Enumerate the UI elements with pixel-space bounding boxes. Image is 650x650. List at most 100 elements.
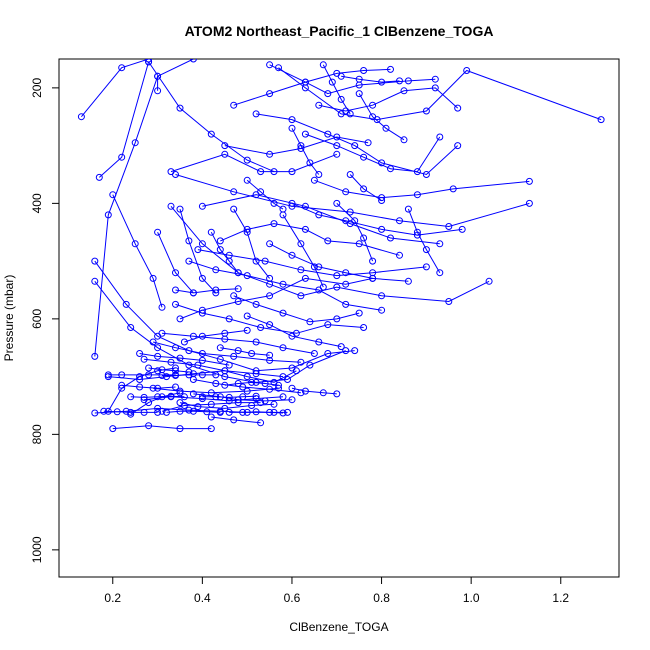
profile-line xyxy=(305,133,441,173)
data-point xyxy=(145,59,153,66)
data-point xyxy=(319,283,327,291)
data-point xyxy=(194,246,202,254)
data-point xyxy=(145,371,153,379)
profile-line xyxy=(278,67,602,121)
data-point xyxy=(131,240,139,248)
data-point xyxy=(257,324,265,331)
x-axis: 0.2 0.4 0.6 0.8 1.0 1.2 xyxy=(104,577,569,605)
data-point xyxy=(122,300,130,308)
data-point xyxy=(279,280,287,288)
profile-18 xyxy=(104,367,300,386)
profile-55 xyxy=(145,364,193,376)
profile-line xyxy=(197,249,427,277)
data-point xyxy=(355,240,363,248)
data-point xyxy=(378,225,386,233)
data-point xyxy=(270,199,278,207)
data-point xyxy=(266,292,274,300)
data-point xyxy=(127,408,135,416)
data-point xyxy=(404,77,412,85)
y-tick-label: 1000 xyxy=(30,536,44,563)
data-point xyxy=(198,356,206,364)
profile-line xyxy=(233,295,360,323)
profile-line xyxy=(121,384,176,389)
data-point xyxy=(436,133,444,141)
data-point xyxy=(167,202,175,210)
data-point xyxy=(172,286,179,294)
data-point xyxy=(198,350,206,357)
profile-line xyxy=(407,208,441,273)
data-point xyxy=(198,309,206,317)
profile-69 xyxy=(319,61,354,118)
profile-line xyxy=(220,347,270,356)
profile-line xyxy=(130,392,181,415)
profile-line xyxy=(94,76,159,357)
data-point xyxy=(279,205,287,213)
data-point xyxy=(154,367,162,375)
data-point xyxy=(288,384,296,392)
data-point xyxy=(346,110,354,118)
data-point xyxy=(91,409,99,417)
data-point xyxy=(346,208,354,216)
data-point xyxy=(154,344,162,352)
data-point xyxy=(279,373,287,381)
data-point xyxy=(198,240,206,248)
data-point xyxy=(266,356,274,364)
profile-line xyxy=(247,315,342,348)
data-point xyxy=(404,205,412,213)
data-point xyxy=(248,350,256,357)
data-point xyxy=(113,408,121,416)
data-point xyxy=(172,372,179,379)
data-point xyxy=(266,351,274,359)
profile-61 xyxy=(109,191,166,311)
profile-17 xyxy=(91,277,350,386)
profile-5 xyxy=(145,59,278,176)
data-point xyxy=(243,272,251,280)
data-point xyxy=(310,176,318,184)
profile-line xyxy=(112,425,212,430)
data-point xyxy=(207,130,215,138)
data-point xyxy=(154,228,162,236)
profile-line xyxy=(148,367,189,373)
data-point xyxy=(167,392,175,400)
data-point xyxy=(445,298,453,305)
data-point xyxy=(445,223,453,230)
profile-line xyxy=(161,332,315,354)
profile-line xyxy=(144,358,284,378)
data-point xyxy=(234,380,242,387)
data-point xyxy=(248,378,256,386)
data-point xyxy=(324,90,332,98)
data-point xyxy=(288,124,296,132)
data-point xyxy=(158,407,166,415)
data-point xyxy=(252,257,260,265)
data-point xyxy=(104,371,112,379)
data-point xyxy=(140,355,148,363)
data-point xyxy=(378,292,386,300)
data-point xyxy=(328,78,336,86)
data-point xyxy=(189,289,197,297)
data-point xyxy=(234,269,242,277)
data-point xyxy=(346,171,354,178)
data-point xyxy=(292,367,300,375)
data-point xyxy=(266,408,274,416)
data-point xyxy=(369,257,377,265)
data-point xyxy=(261,380,269,387)
data-point xyxy=(288,396,296,404)
profile-35 xyxy=(136,350,233,369)
data-point xyxy=(301,274,309,282)
profile-52 xyxy=(118,381,179,392)
profile-line xyxy=(233,208,270,279)
data-point xyxy=(221,142,229,150)
data-point xyxy=(266,321,274,329)
data-point xyxy=(396,251,403,259)
profile-line xyxy=(179,208,217,294)
data-point xyxy=(243,387,251,395)
profile-41 xyxy=(266,240,377,282)
data-point xyxy=(127,393,135,401)
data-point xyxy=(324,321,332,329)
profile-42 xyxy=(288,199,466,239)
data-point xyxy=(378,159,386,167)
data-point xyxy=(243,228,251,236)
data-point xyxy=(225,408,233,416)
data-point xyxy=(176,399,184,407)
